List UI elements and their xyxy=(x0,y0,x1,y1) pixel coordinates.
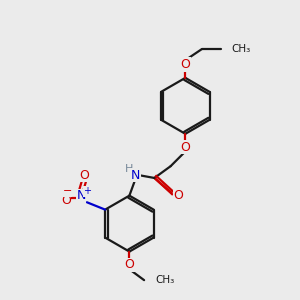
Text: N: N xyxy=(130,169,140,182)
Text: +: + xyxy=(83,186,92,196)
Text: O: O xyxy=(174,189,184,202)
Text: CH₃: CH₃ xyxy=(232,44,251,54)
Text: N: N xyxy=(76,189,86,202)
Text: O: O xyxy=(61,194,70,207)
Text: H: H xyxy=(124,164,133,173)
Text: −: − xyxy=(62,186,72,197)
Text: O: O xyxy=(180,58,190,71)
Text: O: O xyxy=(124,258,134,271)
Text: O: O xyxy=(180,141,190,154)
Text: CH₃: CH₃ xyxy=(155,275,175,285)
Text: O: O xyxy=(79,169,89,182)
